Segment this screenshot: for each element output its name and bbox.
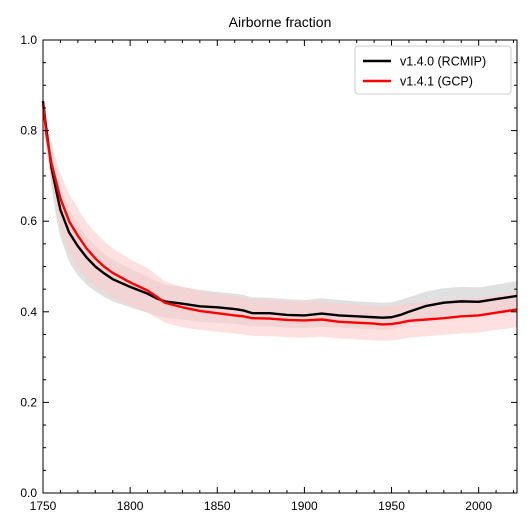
y-tick-label: 0.4 <box>20 305 37 319</box>
ticks <box>42 39 517 494</box>
x-tick-label: 1950 <box>378 499 405 513</box>
tick-labels: 1750 1800 1850 1900 1950 2000 0.0 0.2 0.4 0.6 0.8 1… <box>20 33 492 513</box>
series-line-0 <box>41 101 518 319</box>
legend: v1.4.0 (RCMIP) v1.4.1 (GCP) <box>354 45 512 95</box>
legend-box <box>354 45 512 95</box>
x-tick-label: 2000 <box>465 499 492 513</box>
y-tick-label: 0.2 <box>20 395 37 409</box>
x-tick-label: 1850 <box>204 499 231 513</box>
chart-title: Airborne fraction <box>229 14 332 30</box>
series-lines <box>41 101 518 326</box>
x-tick-label: 1800 <box>117 499 144 513</box>
y-tick-label: 0.0 <box>20 486 37 500</box>
y-tick-label: 1.0 <box>20 33 37 47</box>
uncertainty-bands <box>43 96 517 341</box>
x-tick-label: 1900 <box>291 499 318 513</box>
y-tick-label: 0.8 <box>20 124 37 138</box>
legend-label-0: v1.4.0 (RCMIP) <box>400 55 486 69</box>
y-tick-label: 0.6 <box>20 214 37 228</box>
series-band-1 <box>43 96 517 341</box>
series-line-1 <box>41 103 518 326</box>
legend-label-1: v1.4.1 (GCP) <box>400 75 473 89</box>
x-tick-label: 1750 <box>30 499 57 513</box>
